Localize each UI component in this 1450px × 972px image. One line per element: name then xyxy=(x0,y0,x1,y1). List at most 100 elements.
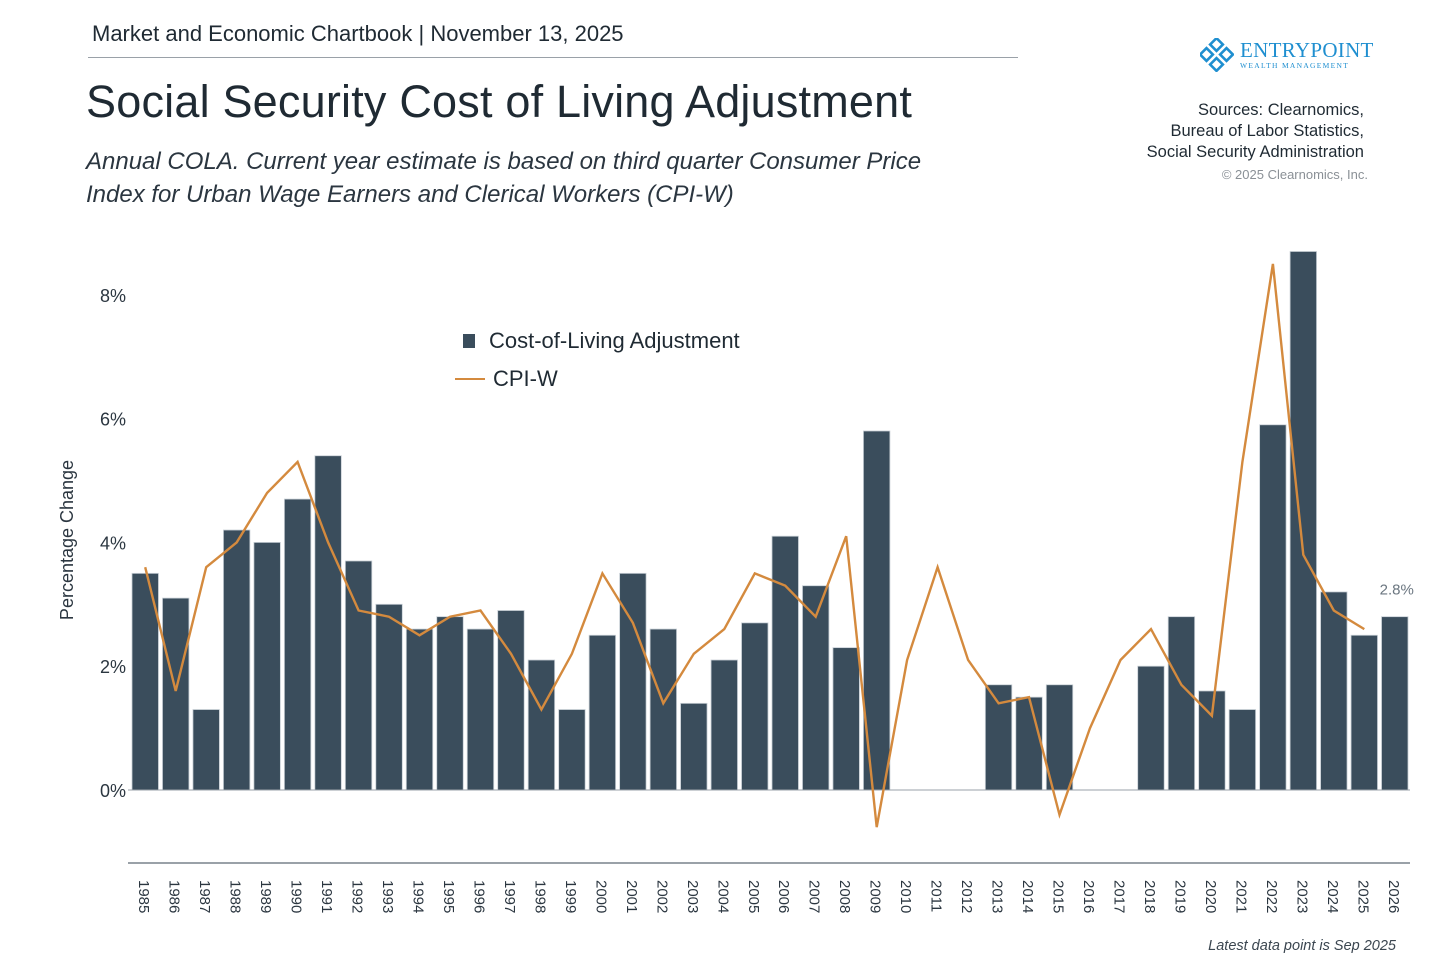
legend-item-cpiw: CPI-W xyxy=(455,360,740,398)
x-tick-label: 2007 xyxy=(806,880,823,913)
subtitle-line-2: Index for Urban Wage Earners and Clerica… xyxy=(86,181,734,208)
bar-1998 xyxy=(527,659,556,791)
legend-item-cola: Cost-of-Living Adjustment xyxy=(455,322,740,360)
chartbook-label: Market and Economic Chartbook | November… xyxy=(92,21,624,46)
bar-series xyxy=(131,251,1409,791)
bar-2008 xyxy=(832,647,860,791)
x-tick-label: 2017 xyxy=(1110,880,1127,913)
subtitle-line-1: Annual COLA. Current year estimate is ba… xyxy=(86,148,922,175)
y-tick-label: 0% xyxy=(100,781,126,801)
x-tick-label: 2026 xyxy=(1385,880,1402,913)
legend-bar-swatch xyxy=(463,334,475,348)
x-tick-label: 1990 xyxy=(288,880,305,913)
x-tick-label: 1992 xyxy=(349,880,366,913)
y-axis-label: Percentage Change xyxy=(57,460,77,620)
bar-2009 xyxy=(863,430,891,791)
bar-2021 xyxy=(1228,709,1257,791)
bar-2022 xyxy=(1259,424,1287,791)
x-tick-label: 2016 xyxy=(1080,880,1097,913)
legend-line-swatch xyxy=(455,378,485,380)
x-tick-label: 2011 xyxy=(928,880,945,912)
bar-1992 xyxy=(344,560,373,791)
bar-2023 xyxy=(1289,251,1317,791)
bar-2000 xyxy=(588,634,617,791)
copyright: © 2025 Clearnomics, Inc. xyxy=(1221,167,1368,182)
sources-block: Sources: Clearnomics, Bureau of Labor St… xyxy=(1147,100,1364,163)
x-tick-label: 1987 xyxy=(196,880,213,913)
bar-1993 xyxy=(375,603,403,791)
x-tick-label: 2010 xyxy=(897,880,914,913)
x-tick-label: 2000 xyxy=(592,880,609,913)
x-tick-label: 1993 xyxy=(379,880,396,913)
x-tick-label: 2020 xyxy=(1202,880,1219,913)
y-tick-label: 2% xyxy=(100,657,126,677)
bar-1995 xyxy=(436,616,464,791)
x-tick-label: 2002 xyxy=(653,880,670,913)
x-tick-label: 2001 xyxy=(623,880,640,913)
bar-1986 xyxy=(162,597,190,791)
legend-label-cpiw: CPI-W xyxy=(493,366,558,391)
x-tick-label: 2023 xyxy=(1293,880,1310,913)
y-tick-label: 8% xyxy=(100,286,126,306)
bar-2014 xyxy=(1015,696,1043,791)
x-tick-label: 1988 xyxy=(227,880,244,913)
x-tick-label: 1989 xyxy=(257,880,274,913)
bar-2015 xyxy=(1045,684,1074,791)
x-tick-label: 2014 xyxy=(1019,880,1036,913)
y-tick-label: 6% xyxy=(100,410,126,430)
sources-line-2: Bureau of Labor Statistics, xyxy=(1170,122,1364,140)
x-axis-tick-labels: 1985 1986 1987 1988 1989 1990 1991 1992 1993 1994… xyxy=(135,880,1402,913)
bar-2003 xyxy=(680,702,708,791)
data-label-2026: 2.8% xyxy=(1380,582,1414,599)
legend-label-cola: Cost-of-Living Adjustment xyxy=(489,328,740,353)
bar-2004 xyxy=(710,659,738,791)
x-tick-label: 1997 xyxy=(501,880,518,913)
bar-1990 xyxy=(283,498,312,791)
diamond-logo-icon xyxy=(1200,38,1234,72)
x-tick-label: 2022 xyxy=(1263,880,1280,913)
x-tick-label: 1996 xyxy=(470,880,487,913)
bar-2025 xyxy=(1350,634,1378,791)
header-divider xyxy=(88,57,1018,58)
bar-2007 xyxy=(802,585,830,791)
x-tick-label: 1991 xyxy=(318,880,335,913)
x-tick-label: 2025 xyxy=(1354,880,1371,913)
x-tick-label: 1995 xyxy=(440,880,457,913)
x-tick-label: 2006 xyxy=(775,880,792,913)
x-tick-label: 2024 xyxy=(1324,880,1341,913)
x-tick-label: 2018 xyxy=(1141,880,1158,913)
annotations: 2.8% xyxy=(1380,582,1414,599)
bar-2026 xyxy=(1381,616,1409,791)
company-logo: ENTRYPOINT WEALTH MANAGEMENT xyxy=(1200,38,1374,72)
x-tick-label: 1985 xyxy=(135,880,152,913)
x-tick-label: 2012 xyxy=(958,880,975,913)
bar-1989 xyxy=(253,542,281,791)
cpi-w-line xyxy=(144,263,1365,828)
y-axis: 0% 2% 4% 6% 8% xyxy=(100,286,126,801)
y-tick-label: 4% xyxy=(100,533,126,553)
bar-2019 xyxy=(1167,616,1196,791)
page-title: Social Security Cost of Living Adjustmen… xyxy=(86,76,913,127)
x-tick-label: 1998 xyxy=(531,880,548,913)
bar-1988 xyxy=(223,529,251,791)
x-tick-label: 2005 xyxy=(745,880,762,913)
bar-2024 xyxy=(1320,591,1348,791)
bar-1996 xyxy=(466,628,495,791)
x-tick-label: 2019 xyxy=(1171,880,1188,913)
x-tick-label: 2004 xyxy=(714,880,731,913)
logo-tagline: WEALTH MANAGEMENT xyxy=(1240,61,1350,71)
sources-line-1: Sources: Clearnomics, xyxy=(1198,101,1364,119)
x-tick-label: 1994 xyxy=(410,880,427,913)
logo-name: ENTRYPOINT xyxy=(1240,38,1374,63)
x-tick-label: 2009 xyxy=(867,880,884,913)
page-subtitle: Annual COLA. Current year estimate is ba… xyxy=(86,145,1076,211)
x-tick-label: 2008 xyxy=(836,880,853,913)
bar-2018 xyxy=(1137,665,1165,791)
bar-1997 xyxy=(497,610,525,791)
x-tick-label: 1986 xyxy=(166,880,183,913)
bar-1999 xyxy=(558,709,586,791)
x-tick-label: 1999 xyxy=(562,880,579,913)
bar-1991 xyxy=(314,455,342,791)
bar-2005 xyxy=(741,622,769,791)
